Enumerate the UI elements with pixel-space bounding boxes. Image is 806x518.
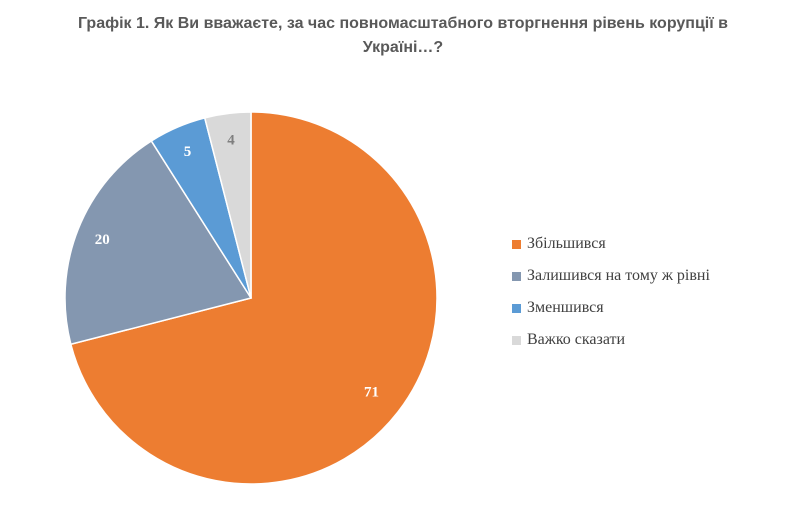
legend-swatch-decreased [512, 303, 521, 313]
legend-item-hard-to-say: Важко сказати [512, 324, 710, 356]
legend-swatch-hard-to-say [512, 335, 521, 345]
data-label-increased: 71 [364, 384, 379, 400]
pie-slice-hard-to-say [203, 111, 252, 299]
pie-slice-increased [69, 111, 438, 485]
legend: Збільшився Залишився на тому ж рівні Зме… [512, 228, 710, 356]
pie-slice-same [64, 139, 253, 346]
legend-label-same: Залишився на тому ж рівні [527, 267, 710, 284]
legend-label-decreased: Зменшився [527, 299, 604, 316]
chart-title: Графік 1. Як Ви вважаєте, за час повнома… [77, 15, 729, 56]
legend-item-increased: Збільшився [512, 228, 710, 260]
legend-label-increased: Збільшився [527, 235, 606, 252]
legend-item-same: Залишився на тому ж рівні [512, 260, 710, 292]
legend-item-decreased: Зменшився [512, 292, 710, 324]
data-label-same: 20 [95, 232, 110, 248]
legend-swatch-same [512, 271, 521, 281]
legend-swatch-increased [512, 239, 521, 249]
legend-label-hard-to-say: Важко сказати [527, 331, 626, 348]
data-label-hard-to-say: 4 [227, 132, 235, 148]
data-label-decreased: 5 [184, 144, 192, 160]
